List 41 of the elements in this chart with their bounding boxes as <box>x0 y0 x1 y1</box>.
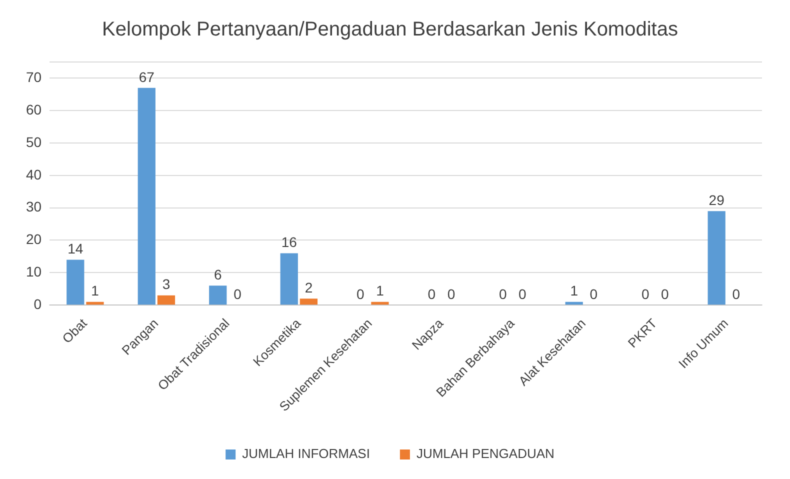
data-label: 14 <box>68 240 84 257</box>
y-tick-label: 40 <box>26 166 42 182</box>
y-tick-label: 70 <box>26 69 42 86</box>
bar <box>209 286 227 305</box>
data-label: 3 <box>162 276 170 292</box>
bar <box>138 88 156 305</box>
y-tick-label: 0 <box>34 296 42 312</box>
data-label: 29 <box>708 192 725 208</box>
data-label: 0 <box>641 286 650 302</box>
data-label: 1 <box>91 282 100 299</box>
bar <box>565 302 583 305</box>
y-tick-label: 50 <box>26 134 42 150</box>
data-label: 6 <box>214 266 222 282</box>
data-label: 2 <box>304 279 313 296</box>
data-label: 0 <box>590 286 598 302</box>
data-label: 67 <box>138 68 155 85</box>
y-tick-label: 30 <box>26 198 42 215</box>
y-tick-label: 20 <box>26 231 42 248</box>
bar <box>371 302 389 305</box>
chart-title: Kelompok Pertanyaan/Pengaduan Berdasarkan Jenis Komoditas <box>102 18 678 41</box>
data-label: 16 <box>281 234 298 250</box>
bar <box>86 302 104 305</box>
data-label: 0 <box>732 286 740 302</box>
bar <box>66 260 84 305</box>
data-label: 0 <box>447 286 456 302</box>
y-tick-label: 60 <box>26 101 42 118</box>
legend-label: JUMLAH PENGADUAN <box>416 446 554 462</box>
data-label: 0 <box>498 286 507 302</box>
bar <box>300 298 318 305</box>
data-label: 1 <box>376 282 384 299</box>
data-label: 0 <box>234 286 242 302</box>
bar <box>157 295 176 305</box>
data-label: 0 <box>661 286 670 302</box>
data-label: 0 <box>518 286 527 302</box>
data-label: 1 <box>570 282 578 299</box>
data-label: 0 <box>428 286 436 302</box>
bar <box>708 211 726 305</box>
bar <box>280 253 298 305</box>
y-tick-label: 10 <box>26 264 42 280</box>
data-label: 0 <box>356 286 364 302</box>
legend-label: JUMLAH INFORMASI <box>242 446 370 462</box>
